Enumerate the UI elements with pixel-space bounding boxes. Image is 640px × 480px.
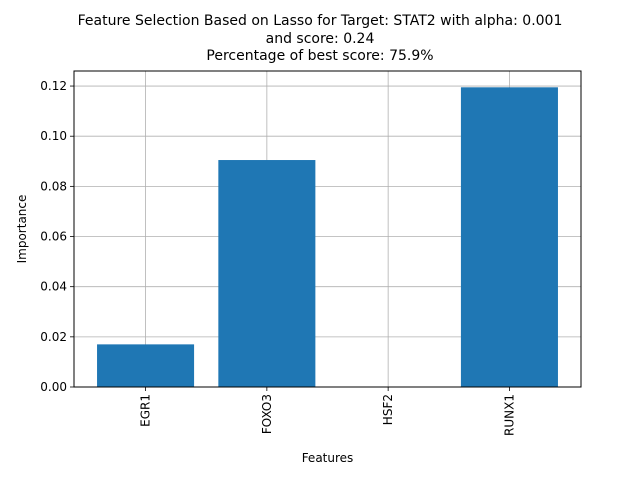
bar-foxo3 (218, 160, 316, 387)
title-line-3: Percentage of best score: 75.9% (206, 48, 434, 64)
x-axis: EGR1 FOXO3 HSF2 RUNX1 (139, 387, 516, 436)
title-line-2: and score: 0.24 (265, 31, 375, 47)
y-tick-label: 0.02 (40, 330, 67, 344)
x-tick-label: HSF2 (381, 394, 395, 425)
y-axis-label: Importance (15, 195, 29, 264)
y-axis: 0.00 0.02 0.04 0.06 0.08 0.10 0.12 (40, 79, 74, 394)
y-tick-label: 0.08 (40, 179, 67, 193)
axes-frame (73, 70, 582, 388)
x-tick-label: EGR1 (139, 394, 153, 427)
title-line-1: Feature Selection Based on Lasso for Tar… (77, 13, 563, 29)
x-axis-label: Features (302, 451, 354, 465)
x-tick-label: RUNX1 (502, 394, 516, 436)
y-tick-label: 0.06 (40, 230, 67, 244)
x-tick-label: FOXO3 (260, 394, 274, 434)
bar-runx1 (460, 87, 558, 388)
y-tick-label: 0.10 (40, 129, 67, 143)
y-tick-label: 0.04 (40, 280, 67, 294)
y-tick-label: 0.12 (40, 79, 67, 93)
y-tick-label: 0.00 (40, 380, 67, 394)
bars (97, 87, 558, 388)
bar-egr1 (97, 344, 195, 387)
